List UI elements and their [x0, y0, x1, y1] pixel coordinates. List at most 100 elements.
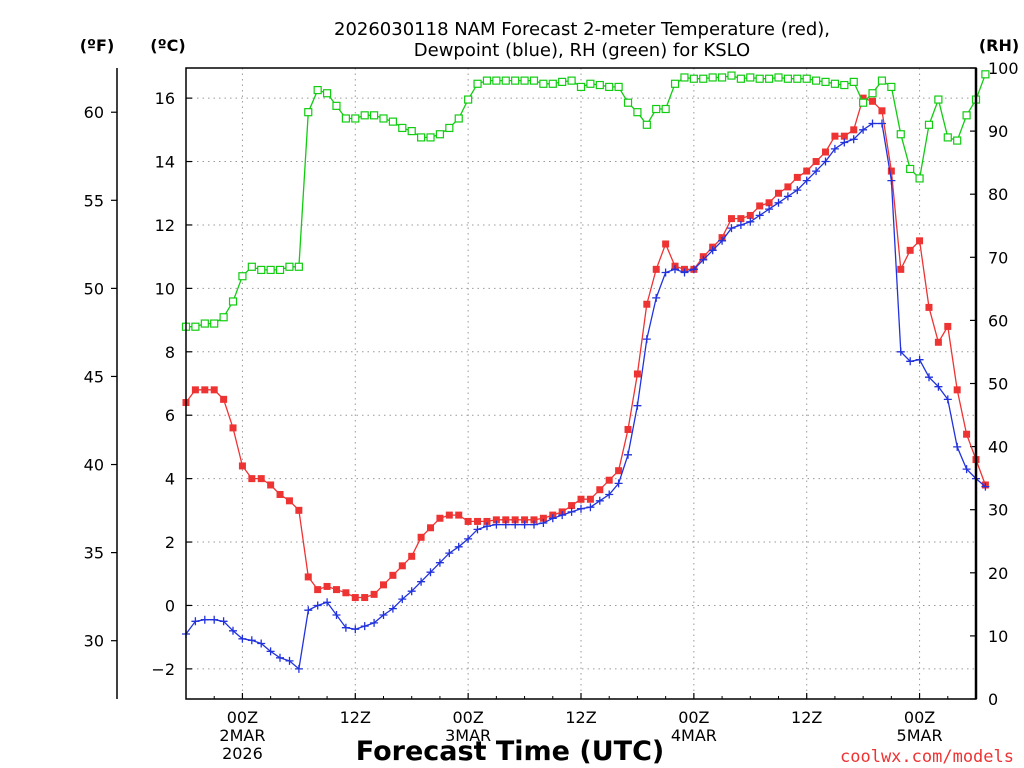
temperature-point [944, 322, 952, 330]
rh-point [774, 73, 783, 82]
rh-point [294, 262, 303, 271]
temperature-point [445, 511, 453, 519]
dewpoint-point [633, 401, 642, 410]
temperature-point [408, 552, 416, 560]
dewpoint-point [661, 268, 670, 277]
rh-axis: 0 10 20 30 40 50 60 70 80 90 100 [970, 59, 1019, 709]
temperature-point [605, 476, 613, 484]
rh-point [341, 114, 350, 123]
rh-point [548, 79, 557, 88]
dewpoint-point [614, 479, 623, 488]
temperature-point [248, 475, 256, 483]
temperature-point [229, 424, 237, 432]
rh-point [906, 164, 915, 174]
rh-point [595, 80, 604, 90]
rh-point [576, 82, 586, 92]
dewpoint-point [539, 519, 548, 527]
rh-tick-label: 70 [988, 248, 1008, 267]
chart-title: 2026030118 NAM Forecast 2-meter Temperat… [334, 19, 830, 61]
time-tick-label: 00Z [452, 708, 483, 727]
dewpoint-point [323, 598, 332, 607]
dewpoint-point [925, 373, 933, 382]
rh-point [388, 117, 398, 126]
celsius-tick-label: 10 [155, 279, 175, 298]
dewpoint-point [868, 119, 877, 128]
temperature-point [370, 590, 378, 598]
temperature-line [185, 97, 987, 599]
dewpoint-series [182, 119, 990, 673]
temperature-point [502, 516, 510, 524]
temperature-point [314, 586, 322, 594]
dewpoint-point [746, 217, 755, 226]
temperature-point [887, 167, 895, 175]
celsius-tick-label: 4 [165, 470, 175, 489]
temperature-point [304, 573, 312, 581]
dewpoint-point [689, 265, 698, 274]
rh-point [257, 265, 266, 275]
temperature-point [285, 497, 293, 505]
chart-title-line-1: 2026030118 NAM Forecast 2-meter Temperat… [334, 19, 830, 40]
rh-point [623, 98, 633, 107]
rh-series [181, 70, 990, 331]
temperature-point [643, 300, 651, 308]
dewpoint-point [473, 525, 482, 534]
chart-gridlines [186, 68, 976, 699]
rh-point [473, 79, 482, 88]
dewpoint-point [934, 382, 943, 391]
rh-point [868, 89, 877, 98]
dewpoint-point [285, 656, 294, 665]
temperature-point [662, 240, 670, 248]
rh-point [746, 73, 755, 82]
dewpoint-point [699, 255, 708, 264]
temperature-point [201, 386, 209, 394]
rh-point [661, 104, 670, 114]
rh-tick-label: 100 [988, 59, 1019, 78]
rh-point [915, 174, 924, 183]
dewpoint-point [718, 236, 727, 245]
dewpoint-point [755, 211, 764, 220]
celsius-tick-label: 0 [165, 596, 175, 615]
time-tick-label: 12Z [340, 708, 371, 727]
dewpoint-point [247, 636, 256, 645]
temperature-point [295, 506, 303, 514]
celsius-tick-label: −2 [151, 660, 175, 679]
time-tick-label: 5MAR [897, 726, 943, 745]
temperature-point [427, 524, 435, 532]
temperature-point [380, 581, 387, 589]
dewpoint-point [859, 125, 868, 134]
rh-point [322, 89, 332, 98]
chart-series [181, 70, 990, 673]
rh-point [708, 73, 717, 82]
rh-point [764, 74, 774, 83]
temperature-point [850, 126, 858, 134]
temperature-point [756, 202, 764, 210]
dewpoint-point [266, 647, 275, 656]
rh-point [962, 111, 971, 120]
fahrenheit-tick-label: 60 [84, 103, 104, 122]
dewpoint-point [511, 520, 520, 529]
temperature-point [775, 189, 782, 197]
temperature-point [633, 370, 641, 378]
temperature-point [765, 199, 773, 207]
dewpoint-point [492, 520, 501, 529]
dewpoint-point [830, 144, 839, 153]
rh-point [793, 74, 802, 83]
dewpoint-point [398, 595, 407, 604]
time-tick-label: 12Z [791, 708, 822, 727]
dewpoint-point [210, 615, 219, 624]
temperature-point [483, 517, 491, 525]
rh-point [614, 82, 623, 92]
dewpoint-point [652, 293, 661, 302]
time-tick-label: 00Z [227, 708, 258, 727]
dewpoint-line [185, 122, 986, 671]
dewpoint-point [774, 198, 783, 207]
dewpoint-point [896, 347, 905, 356]
temperature-point [474, 517, 482, 525]
rh-point [558, 77, 567, 86]
temperature-point [822, 148, 830, 156]
temperature-point [963, 430, 971, 438]
rh-point [492, 76, 501, 85]
dewpoint-point [793, 186, 802, 195]
time-tick-label: 3MAR [445, 726, 491, 745]
